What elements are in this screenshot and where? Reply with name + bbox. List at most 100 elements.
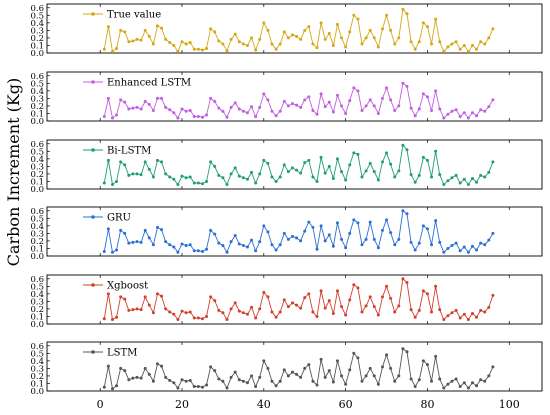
data-point xyxy=(143,99,147,103)
data-point xyxy=(205,247,209,251)
data-point xyxy=(188,243,192,247)
data-point xyxy=(413,384,417,388)
data-point xyxy=(262,92,266,96)
y-tick-label: 0.0 xyxy=(30,117,44,127)
data-point xyxy=(479,241,483,245)
data-point xyxy=(470,311,474,315)
data-point xyxy=(147,236,151,240)
data-point xyxy=(155,96,159,100)
data-point xyxy=(295,236,299,240)
data-point xyxy=(258,307,262,311)
y-axis-label: Carbon Increment (Kg) xyxy=(4,78,23,267)
data-point xyxy=(409,377,413,381)
data-point xyxy=(311,379,315,383)
data-point xyxy=(389,28,393,32)
data-point xyxy=(115,46,119,50)
data-point xyxy=(106,158,110,162)
data-point xyxy=(241,311,245,315)
data-point xyxy=(348,368,352,372)
data-point xyxy=(475,384,479,388)
data-point xyxy=(389,231,393,235)
y-tick-label: 0.2 xyxy=(30,170,44,180)
data-point xyxy=(487,105,491,109)
data-point xyxy=(119,160,123,164)
data-point xyxy=(274,248,278,252)
data-point xyxy=(454,173,458,177)
data-point xyxy=(344,45,348,49)
data-point xyxy=(229,37,233,41)
data-point xyxy=(319,21,323,25)
data-point xyxy=(421,92,425,96)
data-point xyxy=(188,108,192,112)
data-point xyxy=(217,377,221,381)
data-point xyxy=(106,96,110,100)
data-point xyxy=(172,177,176,181)
data-point xyxy=(184,109,188,113)
data-point xyxy=(458,384,462,388)
data-point xyxy=(258,172,262,176)
data-point xyxy=(229,375,233,379)
series-line xyxy=(103,277,494,321)
data-point xyxy=(421,289,425,293)
data-point xyxy=(303,98,307,102)
data-point xyxy=(119,228,123,232)
data-point xyxy=(315,247,319,251)
data-point xyxy=(430,108,434,112)
data-point xyxy=(164,375,168,379)
data-point xyxy=(164,105,168,109)
data-point xyxy=(479,40,483,44)
data-point xyxy=(323,105,327,109)
data-point xyxy=(245,245,249,249)
data-point xyxy=(360,310,364,314)
y-tick-label: 0.5 xyxy=(30,282,44,292)
data-point xyxy=(340,170,344,174)
data-point xyxy=(454,377,458,381)
data-point xyxy=(135,172,139,176)
data-point xyxy=(115,113,119,117)
data-point xyxy=(176,182,180,186)
data-point xyxy=(470,176,474,180)
data-point xyxy=(364,36,368,40)
data-point xyxy=(258,37,262,41)
data-point xyxy=(372,374,376,378)
legend-marker xyxy=(91,12,95,16)
data-point xyxy=(380,96,384,100)
data-point xyxy=(331,380,335,384)
data-point xyxy=(454,241,458,245)
data-point xyxy=(245,312,249,316)
x-tick-label: 60 xyxy=(339,398,353,411)
data-point xyxy=(352,218,356,222)
data-point xyxy=(127,173,131,177)
data-point xyxy=(278,243,282,247)
data-point xyxy=(282,30,286,34)
data-point xyxy=(295,34,299,38)
data-point xyxy=(102,249,106,253)
data-point xyxy=(483,243,487,247)
data-point xyxy=(164,240,168,244)
data-point xyxy=(282,99,286,103)
data-point xyxy=(123,369,127,373)
data-point xyxy=(266,161,270,165)
data-point xyxy=(143,160,147,164)
data-point xyxy=(335,22,339,26)
data-point xyxy=(217,173,221,177)
y-tick-label: 0.1 xyxy=(30,244,44,254)
data-point xyxy=(405,148,409,152)
data-point xyxy=(421,224,425,228)
data-point xyxy=(192,47,196,51)
data-point xyxy=(176,250,180,254)
data-point xyxy=(446,314,450,318)
data-point xyxy=(376,45,380,49)
data-point xyxy=(225,317,229,321)
data-point xyxy=(323,375,327,379)
data-point xyxy=(323,171,327,175)
data-point xyxy=(290,166,294,170)
data-point xyxy=(340,237,344,241)
data-point xyxy=(372,36,376,40)
data-point xyxy=(168,378,172,382)
data-point xyxy=(442,116,446,120)
legend-marker xyxy=(91,283,95,287)
y-tick-label: 0.1 xyxy=(30,109,44,119)
data-point xyxy=(209,365,213,369)
data-point xyxy=(180,40,184,44)
